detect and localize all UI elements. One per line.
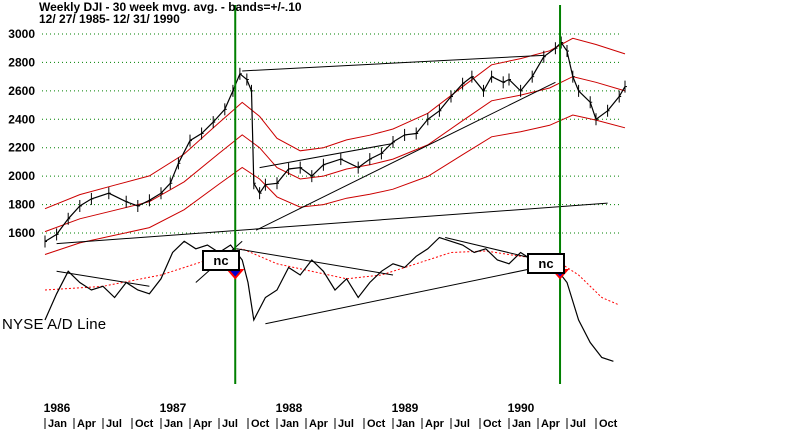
y-tick-label-2200: 2200 — [8, 141, 35, 155]
y-tick-label-2600: 2600 — [8, 84, 35, 98]
month-label-1988-Jul: Jul — [338, 418, 354, 430]
month-label-1986-Jul: Jul — [106, 418, 122, 430]
month-label-1987-Jan: Jan — [164, 418, 183, 430]
month-label-1987-Jul: Jul — [222, 418, 238, 430]
month-label-1988-Jan: Jan — [280, 418, 299, 430]
month-label-1988-Apr: Apr — [309, 418, 329, 430]
lower-band-line — [44, 114, 626, 255]
month-label-1989-Jan: Jan — [396, 418, 415, 430]
year-label-1987: 1987 — [160, 401, 187, 415]
nc-marker-2: nc — [527, 253, 565, 274]
ad-line — [44, 236, 614, 362]
y-tick-label-2000: 2000 — [8, 169, 35, 183]
ad-trendline-1 — [56, 270, 150, 287]
price-line — [44, 41, 626, 243]
year-label-1989: 1989 — [392, 401, 419, 415]
trendline-bottom — [56, 202, 608, 245]
y-tick-label-2800: 2800 — [8, 55, 35, 69]
month-label-1989-Jul: Jul — [454, 418, 470, 430]
chart-subtitle: 12/ 27/ 1985- 12/ 31/ 1990 — [39, 12, 180, 26]
month-label-1990-Apr: Apr — [541, 418, 561, 430]
month-label-1990-Oct: Oct — [599, 418, 618, 430]
year-label-1988: 1988 — [276, 401, 303, 415]
trendline-mid — [259, 142, 394, 169]
year-label-1986: 1986 — [44, 401, 71, 415]
nc-triangle-1 — [226, 269, 245, 280]
year-label-1990: 1990 — [508, 401, 535, 415]
month-label-1990-Jul: Jul — [570, 418, 586, 430]
upper-band-line — [44, 37, 626, 210]
trendline-top — [242, 54, 544, 72]
month-label-1989-Oct: Oct — [483, 418, 502, 430]
month-label-1990-Jan: Jan — [512, 418, 531, 430]
month-label-1986-Apr: Apr — [77, 418, 97, 430]
indicator-label: NYSE A/D Line — [2, 316, 107, 333]
y-tick-label-3000: 3000 — [8, 27, 35, 41]
y-tick-label-1800: 1800 — [8, 198, 35, 212]
month-label-1986-Jan: Jan — [48, 418, 67, 430]
month-label-1987-Oct: Oct — [251, 418, 270, 430]
nc-marker-1: nc — [202, 250, 240, 271]
ad-trendline-2 — [236, 248, 394, 276]
moving-average-line — [44, 76, 626, 233]
y-tick-label-2400: 2400 — [8, 112, 35, 126]
chart-title: Weekly DJI - 30 week mvg. avg. - bands=+… — [39, 0, 302, 14]
y-tick-label-1600: 1600 — [8, 226, 35, 240]
ad-moving-average-line — [44, 248, 620, 306]
trendline-rising — [255, 81, 556, 231]
month-label-1986-Oct: Oct — [135, 418, 154, 430]
ad-trendline-3 — [265, 263, 556, 325]
month-label-1988-Oct: Oct — [367, 418, 386, 430]
month-label-1989-Apr: Apr — [425, 418, 445, 430]
month-label-1987-Apr: Apr — [193, 418, 213, 430]
